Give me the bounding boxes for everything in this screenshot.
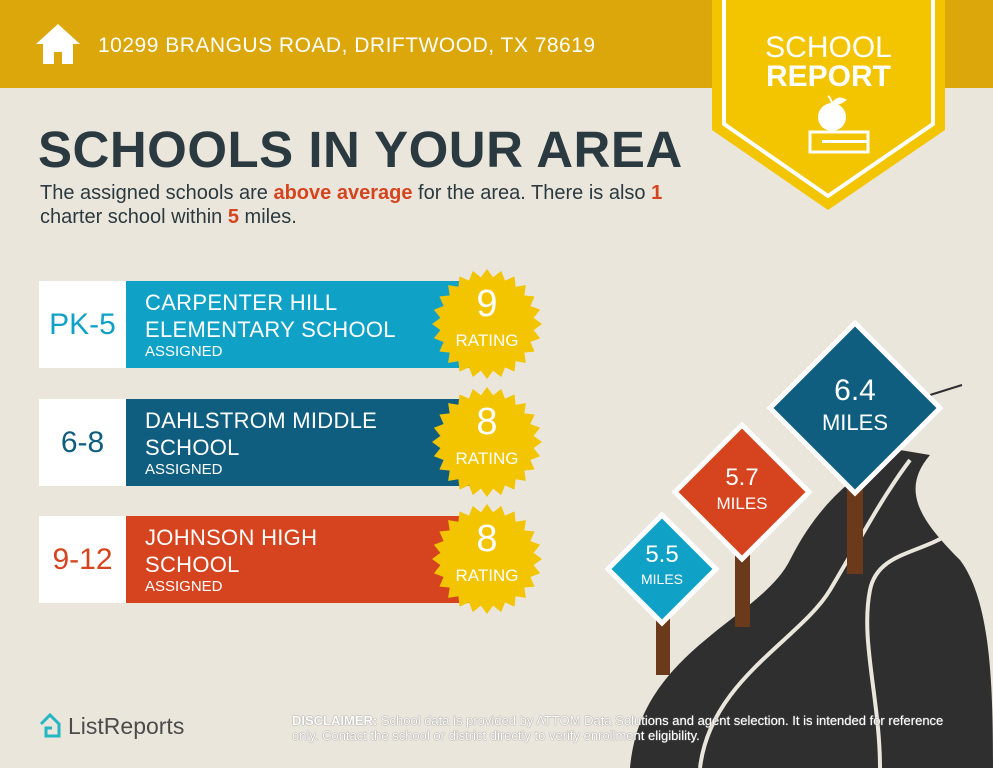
distance-sign	[766, 319, 944, 497]
distance-value: 6.4	[834, 374, 876, 407]
assignment-tag: ASSIGNED	[145, 461, 223, 478]
rating-label: RATING	[455, 449, 519, 468]
rating-label: RATING	[455, 331, 519, 350]
rating-starburst-icon	[432, 269, 542, 379]
property-address: 10299 BRANGUS ROAD, DRIFTWOOD, TX 78619	[98, 34, 596, 57]
house-icon	[36, 24, 80, 64]
distance-sign	[604, 511, 720, 627]
logo-icon	[39, 712, 61, 738]
page-title: SCHOOLS IN YOUR AREA	[38, 121, 683, 178]
grade-range: PK-5	[39, 281, 126, 368]
grade-range: 6-8	[39, 399, 126, 486]
assignment-tag: ASSIGNED	[145, 343, 223, 360]
page-subtitle: The assigned schools are above average f…	[40, 182, 663, 228]
distance-sign	[671, 421, 813, 563]
school-row: 6-8 DAHLSTROM MIDDLE SCHOOL ASSIGNED 8 RAT…	[39, 387, 542, 497]
rating-value: 9	[476, 283, 498, 325]
disclaimer: DISCLAIMER: School data is provided by A…	[292, 713, 944, 743]
school-row: 9-12 JOHNSON HIGH SCHOOL ASSIGNED 8 RATING	[39, 504, 542, 614]
badge-line2: REPORT	[765, 60, 891, 93]
rating-value: 8	[476, 518, 498, 560]
school-row: PK-5 CARPENTER HILL ELEMENTARY SCHOOL ASSI…	[39, 269, 542, 379]
distance-value: 5.7	[725, 464, 759, 491]
school-name-line1: DAHLSTROM MIDDLE	[145, 408, 378, 433]
badge-line1: SCHOOL	[765, 31, 892, 64]
assignment-tag: ASSIGNED	[145, 578, 223, 595]
rating-starburst-icon	[432, 387, 542, 497]
distance-value: 5.5	[645, 541, 679, 568]
school-name-line1: CARPENTER HILL	[145, 290, 338, 315]
grade-range: 9-12	[39, 516, 126, 603]
distance-unit: MILES	[716, 494, 768, 513]
rating-starburst-icon	[432, 504, 542, 614]
rating-value: 8	[476, 401, 498, 443]
school-info: DAHLSTROM MIDDLE SCHOOL ASSIGNED	[126, 399, 471, 486]
school-name-line2: SCHOOL	[145, 552, 240, 577]
school-name-line2: SCHOOL	[145, 435, 240, 460]
school-info: CARPENTER HILL ELEMENTARY SCHOOL ASSIGNED	[126, 281, 471, 368]
school-report-badge	[712, 0, 945, 210]
distance-unit: MILES	[821, 410, 889, 435]
school-info: JOHNSON HIGH SCHOOL ASSIGNED	[126, 516, 471, 603]
distance-unit: MILES	[640, 571, 683, 587]
listreports-logo: ListReports	[38, 712, 184, 740]
apple-on-book-icon	[808, 95, 870, 154]
school-name-line2: ELEMENTARY SCHOOL	[145, 317, 396, 342]
rating-label: RATING	[455, 566, 519, 585]
school-name-line1: JOHNSON HIGH	[145, 525, 318, 550]
